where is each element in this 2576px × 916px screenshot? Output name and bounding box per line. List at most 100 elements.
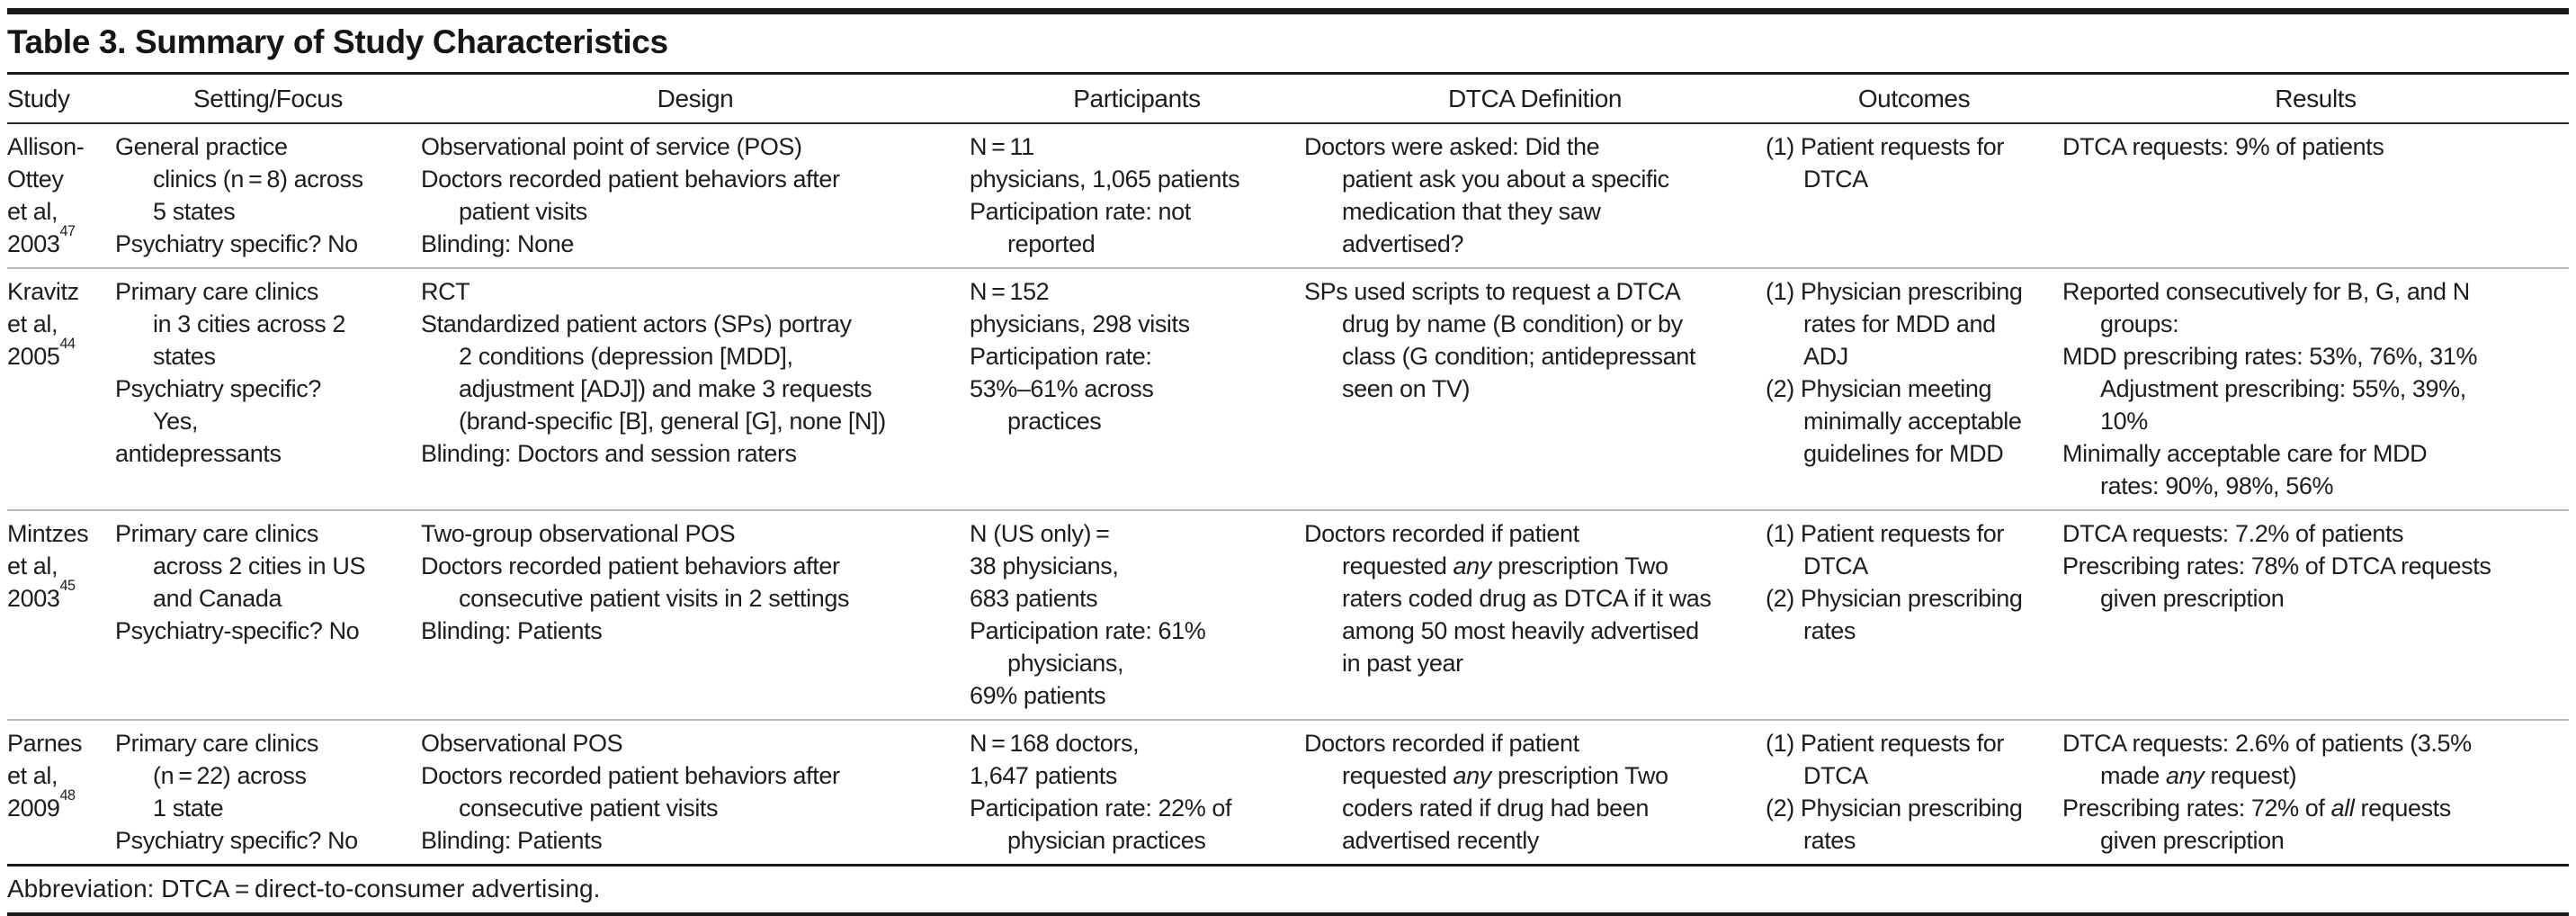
- cell-line: class (G condition; antidepressant: [1342, 343, 1695, 370]
- cell-line: among 50 most heavily advertised: [1342, 617, 1699, 644]
- cell-line: minimally acceptable: [1803, 408, 2022, 435]
- cell-line: Participation rate: 22% of: [970, 795, 1232, 822]
- cell-line: et al,: [7, 198, 58, 225]
- cell-line: advertised?: [1342, 230, 1464, 257]
- cell-design: Observational point of service (POS) Doct…: [421, 123, 970, 268]
- cell-line: 1 state: [153, 795, 224, 822]
- column-header-participants: Participants: [970, 75, 1304, 124]
- cell-setting: Primary care clinics in 3 cities across 2…: [115, 267, 421, 510]
- cell-line: Allison-: [7, 133, 85, 160]
- cell-line: Observational point of service (POS): [421, 133, 802, 160]
- cell-line: Standardized patient actors (SPs) portra…: [421, 310, 852, 337]
- cell-line: Doctors recorded patient behaviors after: [421, 762, 840, 789]
- cell-outcomes: (1) Patient requests for DTCA (2) Physicia…: [1766, 719, 2062, 864]
- bottom-rule: [7, 912, 2569, 916]
- cell-outcomes: (1) Patient requests for DTCA (2) Physicia…: [1766, 509, 2062, 720]
- cell-study: Allison- Ottey et al, 200347: [7, 123, 115, 268]
- cell-line: N = 152: [970, 278, 1050, 305]
- cell-line: Primary care clinics: [115, 730, 318, 757]
- cell-dtca: SPs used scripts to request a DTCA drug b…: [1304, 267, 1766, 510]
- cell-line: coders rated if drug had been: [1342, 795, 1649, 822]
- cell-line: DTCA requests: 9% of patients: [2062, 133, 2384, 160]
- cell-line: Psychiatry-specific? No: [115, 617, 360, 644]
- cell-line: rates: 90%, 98%, 56%: [2100, 472, 2334, 499]
- cell-line: raters coded drug as DTCA if it was: [1342, 585, 1712, 612]
- cell-line: DTCA: [1803, 762, 1868, 789]
- cell-line: Doctors were asked: Did the: [1304, 133, 1600, 160]
- column-header-dtca: DTCA Definition: [1304, 75, 1766, 124]
- cell-study: Parnes et al, 200948: [7, 719, 115, 864]
- cell-study: Mintzes et al, 200345: [7, 509, 115, 720]
- cell-setting: General practice clinics (n = 8) across 5 …: [115, 123, 421, 268]
- cell-line: practices: [1007, 408, 1102, 435]
- cell-results: DTCA requests: 9% of patients: [2062, 123, 2569, 268]
- study-characteristics-table: Study Setting/Focus Design Participants DTCA…: [7, 75, 2569, 864]
- cell-line: Psychiatry specific? No: [115, 827, 358, 854]
- cell-line: Reported consecutively for B, G, and N: [2062, 278, 2470, 305]
- cell-line: Yes,: [153, 408, 198, 435]
- cell-line: Ottey: [7, 166, 64, 193]
- cell-line: Blinding: Doctors and session raters: [421, 440, 797, 467]
- cell-participants: N (US only) = 38 physicians, 683 patients P…: [970, 509, 1304, 720]
- cell-line: reported: [1007, 230, 1096, 257]
- cell-line: given prescription: [2100, 827, 2285, 854]
- cell-outcomes: (1) Physician prescribing rates for MDD a…: [1766, 267, 2062, 510]
- cell-line: Participation rate:: [970, 343, 1152, 370]
- cell-study: Kravitz et al, 200544: [7, 267, 115, 510]
- cell-line: et al,: [7, 552, 58, 579]
- cell-line: Doctors recorded if patient: [1304, 520, 1579, 547]
- cell-line: Psychiatry specific? No: [115, 230, 358, 257]
- cell-line: requested any prescription Two: [1342, 762, 1668, 789]
- cell-results: DTCA requests: 7.2% of patients Prescribi…: [2062, 509, 2569, 720]
- cell-line: and Canada: [153, 585, 282, 612]
- cell-line: Minimally acceptable care for MDD: [2062, 440, 2428, 467]
- cell-line: N (US only) =: [970, 520, 1110, 547]
- cell-line: seen on TV): [1342, 375, 1471, 402]
- cell-line: Kravitz: [7, 278, 79, 305]
- cell-design: Observational POS Doctors recorded patien…: [421, 719, 970, 864]
- cell-line: Primary care clinics: [115, 520, 318, 547]
- cell-participants: N = 152 physicians, 298 visits Participati…: [970, 267, 1304, 510]
- cell-line: DTCA requests: 7.2% of patients: [2062, 520, 2404, 547]
- cell-line: Prescribing rates: 72% of all requests: [2062, 795, 2451, 822]
- cell-dtca: Doctors recorded if patient requested any…: [1304, 509, 1766, 720]
- cell-line: DTCA requests: 2.6% of patients (3.5%: [2062, 730, 2472, 757]
- cell-line: patient ask you about a specific: [1342, 166, 1669, 193]
- cell-line: 200544: [7, 335, 76, 370]
- column-header-design: Design: [421, 75, 970, 124]
- cell-line: MDD prescribing rates: 53%, 76%, 31%: [2062, 343, 2478, 370]
- cell-line: rates for MDD and: [1803, 310, 1996, 337]
- cell-line: antidepressants: [115, 440, 282, 467]
- cell-line: (1) Physician prescribing: [1766, 278, 2023, 305]
- cell-line: Doctors recorded if patient: [1304, 730, 1579, 757]
- cell-line: (2) Physician meeting: [1766, 375, 1992, 402]
- cell-line: 200347: [7, 222, 76, 257]
- footnote-top-rule: [7, 864, 2569, 867]
- cell-setting: Primary care clinics (n = 22) across 1 sta…: [115, 719, 421, 864]
- cell-line: SPs used scripts to request a DTCA: [1304, 278, 1681, 305]
- header-row: Study Setting/Focus Design Participants DTCA…: [7, 75, 2569, 124]
- cell-line: RCT: [421, 278, 470, 305]
- cell-line: N = 11: [970, 133, 1034, 160]
- cell-results: DTCA requests: 2.6% of patients (3.5% mad…: [2062, 719, 2569, 864]
- cell-participants: N = 168 doctors, 1,647 patients Participat…: [970, 719, 1304, 864]
- cell-line: (1) Patient requests for: [1766, 730, 2004, 757]
- cell-line: physicians, 1,065 patients: [970, 166, 1240, 193]
- cell-line: given prescription: [2100, 585, 2285, 612]
- cell-line: rates: [1803, 827, 1856, 854]
- cell-line: Doctors recorded patient behaviors after: [421, 552, 840, 579]
- cell-line: 38 physicians,: [970, 552, 1119, 579]
- cell-line: physicians, 298 visits: [970, 310, 1190, 337]
- cell-dtca: Doctors were asked: Did the patient ask y…: [1304, 123, 1766, 268]
- cell-line: Observational POS: [421, 730, 623, 757]
- cell-line: Mintzes: [7, 520, 89, 547]
- title-rule: [7, 72, 2569, 75]
- cell-line: et al,: [7, 762, 58, 789]
- cell-line: (1) Patient requests for: [1766, 520, 2004, 547]
- table-row: Mintzes et al, 200345 Primary care clinics a…: [7, 509, 2569, 720]
- cell-line: DTCA: [1803, 166, 1868, 193]
- table-row: Kravitz et al, 200544 Primary care clinics i…: [7, 267, 2569, 510]
- cell-line: (2) Physician prescribing: [1766, 795, 2023, 822]
- cell-design: RCT Standardized patient actors (SPs) por…: [421, 267, 970, 510]
- cell-line: Participation rate: not: [970, 198, 1191, 225]
